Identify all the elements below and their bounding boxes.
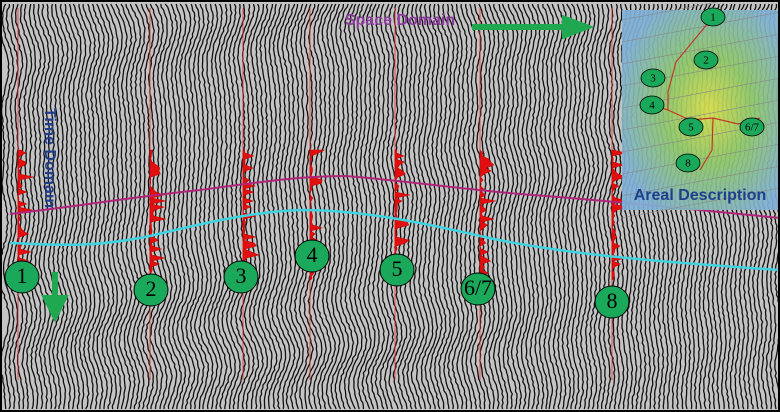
well-label: 2 bbox=[146, 276, 157, 301]
map-well-label: 1 bbox=[710, 12, 716, 24]
seismic-figure: Space Domain Time Domain Areal Descripti… bbox=[0, 0, 780, 412]
well-label: 1 bbox=[17, 263, 28, 288]
time-domain-label: Time Domain bbox=[41, 108, 58, 208]
map-well-label: 5 bbox=[688, 122, 694, 134]
well-label: 8 bbox=[607, 288, 618, 313]
map-well-label: 6/7 bbox=[745, 122, 760, 134]
areal-description-label: Areal Description bbox=[634, 187, 766, 204]
figure: Space Domain Time Domain Areal Descripti… bbox=[0, 0, 780, 412]
map-well-label: 4 bbox=[649, 100, 655, 112]
map-well-label: 2 bbox=[703, 55, 709, 67]
space-domain-label: Space Domain bbox=[345, 12, 455, 29]
well-label: 6/7 bbox=[464, 275, 492, 300]
well-label: 3 bbox=[236, 263, 247, 288]
well-label: 5 bbox=[392, 256, 403, 281]
well-label: 4 bbox=[307, 242, 318, 267]
map-well-label: 8 bbox=[685, 158, 691, 170]
map-well-label: 3 bbox=[650, 73, 656, 85]
